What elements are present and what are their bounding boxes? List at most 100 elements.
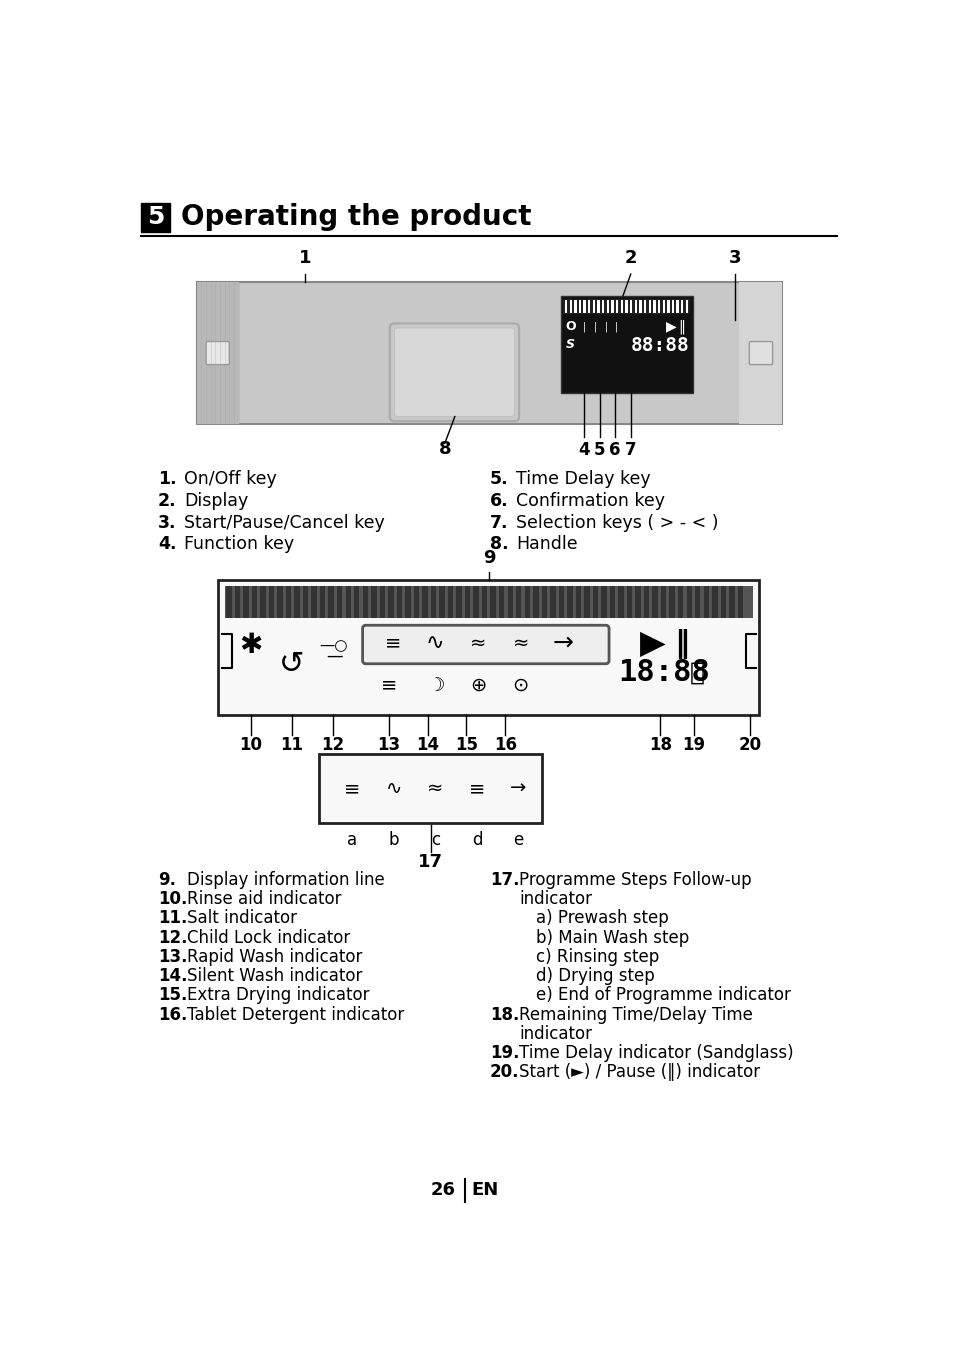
Text: e) End of Programme indicator: e) End of Programme indicator: [536, 986, 790, 1005]
Text: 3.: 3.: [158, 513, 176, 532]
Bar: [587, 301, 590, 313]
Text: O: O: [564, 320, 575, 333]
Bar: [737, 586, 742, 619]
Bar: [294, 586, 299, 619]
Text: a) Prewash step: a) Prewash step: [536, 910, 668, 927]
Bar: [695, 586, 700, 619]
Text: 17: 17: [417, 853, 443, 871]
Text: 18:88: 18:88: [618, 658, 709, 686]
Bar: [600, 586, 606, 619]
Bar: [218, 580, 759, 715]
Bar: [703, 586, 708, 619]
Text: Display information line: Display information line: [187, 871, 385, 888]
Bar: [277, 586, 282, 619]
Text: 7.: 7.: [489, 513, 508, 532]
Bar: [562, 299, 690, 314]
Bar: [362, 586, 368, 619]
Bar: [648, 301, 650, 313]
Text: Start/Pause/Cancel key: Start/Pause/Cancel key: [184, 513, 385, 532]
Bar: [541, 586, 546, 619]
Text: 12.: 12.: [158, 929, 188, 946]
Text: d: d: [471, 831, 481, 849]
Bar: [678, 586, 682, 619]
Text: 5: 5: [147, 206, 164, 229]
Text: |: |: [603, 321, 607, 332]
Bar: [319, 754, 542, 823]
Text: 5: 5: [594, 440, 605, 459]
Bar: [354, 586, 359, 619]
Text: Rapid Wash indicator: Rapid Wash indicator: [187, 948, 362, 965]
Bar: [224, 586, 753, 619]
Text: Rinse aid indicator: Rinse aid indicator: [187, 890, 341, 909]
Bar: [685, 301, 687, 313]
Text: 10.: 10.: [158, 890, 187, 909]
Bar: [379, 586, 385, 619]
Bar: [252, 586, 257, 619]
Text: EN: EN: [471, 1182, 497, 1200]
Text: 19.: 19.: [489, 1044, 518, 1062]
Text: Display: Display: [184, 492, 249, 510]
Bar: [728, 586, 734, 619]
Text: 2.: 2.: [158, 492, 176, 510]
Bar: [414, 586, 418, 619]
Text: Time Delay key: Time Delay key: [516, 470, 650, 489]
Text: Salt indicator: Salt indicator: [187, 910, 297, 927]
Text: b: b: [388, 831, 398, 849]
Text: 13.: 13.: [158, 948, 188, 965]
Bar: [405, 586, 410, 619]
Bar: [634, 301, 637, 313]
Bar: [643, 301, 645, 313]
FancyBboxPatch shape: [362, 626, 608, 663]
Bar: [643, 586, 649, 619]
Text: Operating the product: Operating the product: [181, 203, 531, 232]
Bar: [481, 586, 487, 619]
Bar: [516, 586, 521, 619]
Text: —○: —○: [318, 638, 347, 653]
Bar: [666, 301, 669, 313]
Bar: [597, 301, 599, 313]
Bar: [661, 301, 664, 313]
Bar: [260, 586, 266, 619]
Text: 6.: 6.: [489, 492, 508, 510]
Bar: [490, 586, 496, 619]
Text: On/Off key: On/Off key: [184, 470, 276, 489]
Text: ≡: ≡: [468, 779, 485, 798]
Bar: [653, 301, 655, 313]
Text: 9: 9: [482, 548, 495, 567]
Bar: [639, 301, 641, 313]
Bar: [141, 203, 171, 232]
Text: ‖: ‖: [674, 628, 689, 659]
Text: a: a: [347, 831, 357, 849]
Text: Extra Drying indicator: Extra Drying indicator: [187, 986, 370, 1005]
Bar: [606, 301, 608, 313]
Bar: [303, 586, 308, 619]
Bar: [196, 282, 781, 424]
Text: 10: 10: [239, 735, 262, 754]
Bar: [569, 301, 571, 313]
Text: 11: 11: [280, 735, 303, 754]
Bar: [671, 301, 674, 313]
Text: 14.: 14.: [158, 967, 188, 986]
Text: ≈: ≈: [427, 779, 443, 798]
Text: 14: 14: [416, 735, 438, 754]
Text: ‖: ‖: [678, 320, 684, 333]
Bar: [574, 301, 576, 313]
Bar: [560, 295, 692, 394]
Text: |: |: [593, 321, 596, 332]
FancyBboxPatch shape: [390, 324, 518, 421]
Bar: [583, 301, 585, 313]
Bar: [234, 586, 240, 619]
Text: S: S: [565, 337, 575, 351]
Text: indicator: indicator: [518, 890, 592, 909]
Text: Child Lock indicator: Child Lock indicator: [187, 929, 351, 946]
Text: Time Delay indicator (Sandglass): Time Delay indicator (Sandglass): [518, 1044, 793, 1062]
Bar: [336, 586, 342, 619]
Bar: [196, 282, 239, 424]
Bar: [711, 586, 717, 619]
Bar: [658, 301, 659, 313]
Bar: [618, 586, 623, 619]
Text: c) Rinsing step: c) Rinsing step: [536, 948, 659, 965]
Text: ⊕: ⊕: [470, 676, 486, 695]
Bar: [226, 586, 232, 619]
Text: 13: 13: [377, 735, 400, 754]
